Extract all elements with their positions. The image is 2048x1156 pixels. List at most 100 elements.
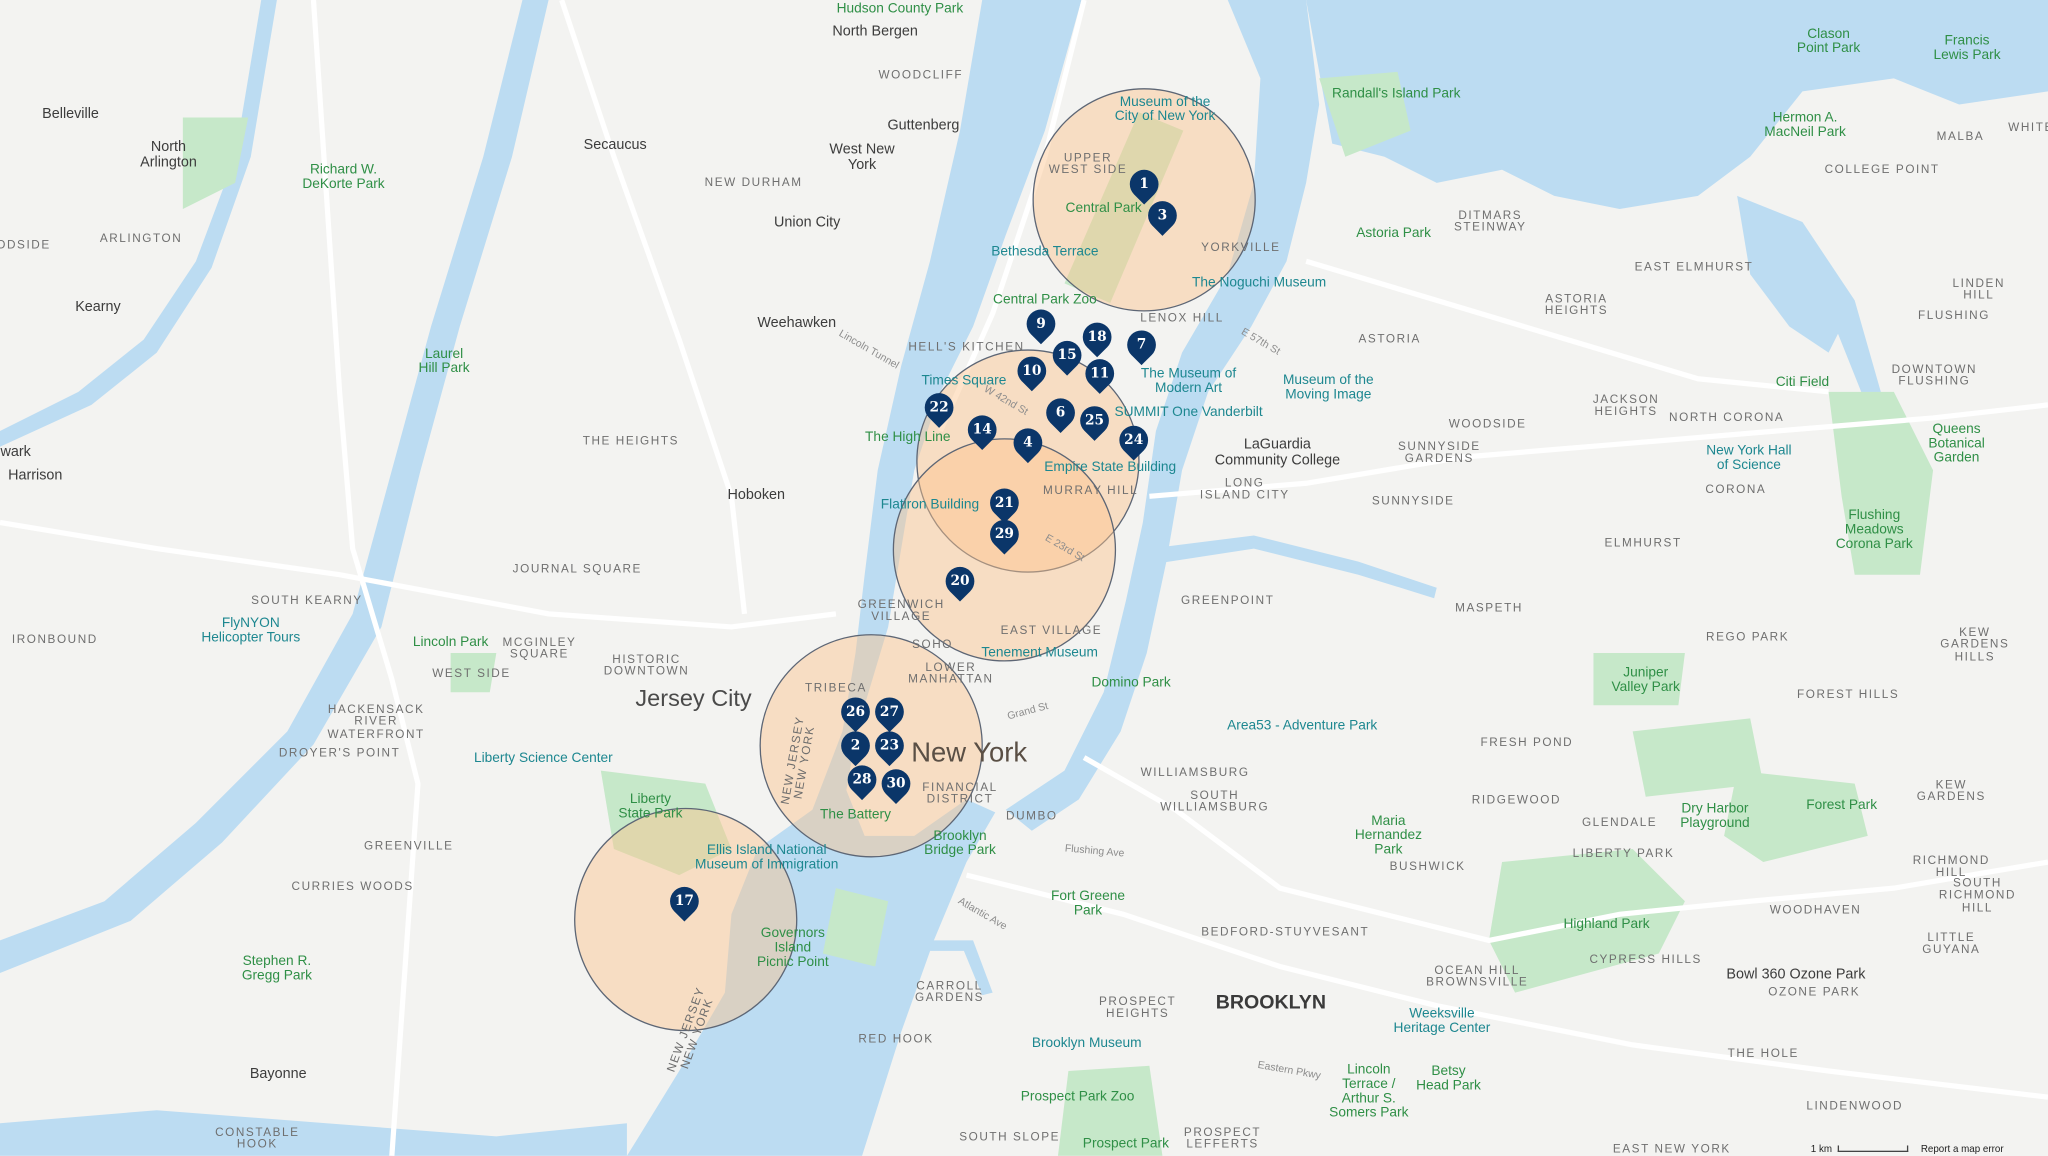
map-marker[interactable]: 11 <box>1079 353 1121 394</box>
map-label-poi[interactable]: Museum of the City of New York <box>1114 94 1216 125</box>
map-marker[interactable]: 22 <box>918 387 960 428</box>
map-label-park[interactable]: Betsy Head Park <box>1416 1063 1481 1094</box>
map-label-park[interactable]: Stephen R. Gregg Park <box>241 953 312 984</box>
map-label-nbh: GLENDALE <box>1581 815 1658 829</box>
prospect-park-area <box>1057 1065 1163 1156</box>
map-label-poi[interactable]: Times Square <box>921 372 1007 389</box>
map-label-park[interactable]: Domino Park <box>1091 674 1171 691</box>
map-marker[interactable]: 14 <box>961 409 1003 451</box>
map-label-poi[interactable]: Weeksville Heritage Center <box>1393 1005 1491 1036</box>
map-label-nbh: DUMBO <box>1006 808 1058 822</box>
map-marker[interactable]: 26 <box>835 691 876 733</box>
map-label-park[interactable]: Astoria Park <box>1356 225 1431 241</box>
map-marker[interactable]: 9 <box>1020 303 1062 345</box>
map-label-park[interactable]: Lincoln Terrace / Arthur S. Somers Park <box>1329 1061 1409 1121</box>
map-marker[interactable]: 10 <box>1011 350 1053 392</box>
map-label-poi[interactable]: Museum of the Moving Image <box>1282 372 1374 403</box>
map-label-park[interactable]: Citi Field <box>1775 374 1830 390</box>
map-footer: 1 km Report a map error <box>1811 1143 2004 1155</box>
map-label-nbh: MCGINLEY SQUARE <box>502 635 577 661</box>
map-label-park[interactable]: Highland Park <box>1563 916 1650 932</box>
map-label-park[interactable]: Queens Botanical Garden <box>1928 421 1985 466</box>
map-label-park[interactable]: Juniper Valley Park <box>1611 664 1680 695</box>
map-label-city: Union City <box>774 214 841 231</box>
map-marker[interactable]: 18 <box>1076 316 1118 358</box>
map-marker[interactable]: 27 <box>869 691 910 733</box>
map-marker[interactable]: 23 <box>869 725 910 767</box>
map-label-park[interactable]: Central Park Zoo <box>993 291 1097 308</box>
map-marker[interactable]: 20 <box>939 560 981 602</box>
map-label-poi[interactable]: The Noguchi Museum <box>1192 274 1327 291</box>
map-label-park[interactable]: Maria Hernandez Park <box>1354 813 1422 858</box>
map-label-park[interactable]: Forest Park <box>1806 797 1878 814</box>
marker-number: 7 <box>1136 336 1147 353</box>
map-label-poi[interactable]: SUMMIT One Vanderbilt <box>1114 404 1263 420</box>
map-label-poi[interactable]: Brooklyn Museum <box>1031 1035 1142 1051</box>
map-marker[interactable]: 28 <box>841 759 883 801</box>
map-marker[interactable]: 2 <box>835 725 876 767</box>
map-label-nbh: CYPRESS HILLS <box>1589 952 1702 966</box>
map-marker[interactable]: 24 <box>1113 419 1155 461</box>
map-label-poi[interactable]: Tenement Museum <box>981 644 1098 661</box>
map-label-nbh: ELMHURST <box>1604 535 1682 549</box>
map-label-park[interactable]: Flushing Meadows Corona Park <box>1835 507 1913 552</box>
map-marker[interactable]: 21 <box>984 482 1025 524</box>
map-marker[interactable]: 17 <box>664 880 705 922</box>
report-map-error-link[interactable]: Report a map error <box>1920 1142 2004 1155</box>
map-label-nbh: NEW DURHAM <box>704 175 803 189</box>
map-label-park[interactable]: Governors Island Picnic Point <box>756 925 829 970</box>
map-label-park[interactable]: Richard W. DeKorte Park <box>302 161 385 192</box>
map-label-nbh: WOODSIDE <box>1448 417 1527 431</box>
map-label-poi[interactable]: The Museum of Modern Art <box>1140 365 1237 396</box>
map-label-nbh: IRONBOUND <box>11 632 98 646</box>
map-label-park[interactable]: Lincoln Park <box>412 634 489 650</box>
map-marker[interactable]: 1 <box>1123 163 1165 205</box>
map-label-poi[interactable]: Bethesda Terrace <box>991 243 1099 260</box>
map-label-poi[interactable]: New York Hall of Science <box>1706 442 1792 473</box>
map-label-nbh: UPPER WEST SIDE <box>1048 150 1128 177</box>
map-label-park[interactable]: Laurel Hill Park <box>418 346 470 377</box>
map-label-park[interactable]: Central Park <box>1065 200 1142 217</box>
map-marker[interactable]: 3 <box>1142 195 1183 236</box>
map-label-poi[interactable]: Flatiron Building <box>880 496 980 513</box>
map-label-city: North Arlington <box>140 139 197 170</box>
map-marker[interactable]: 25 <box>1074 400 1115 441</box>
map-label-park[interactable]: Hermon A. MacNeil Park <box>1764 109 1846 140</box>
map-marker[interactable]: 4 <box>1007 422 1049 464</box>
map-label-park[interactable]: Brooklyn Bridge Park <box>924 828 996 859</box>
map-label-park[interactable]: Fort Greene Park <box>1051 888 1125 919</box>
map-label-nbh: WOODHAVEN <box>1769 902 1862 916</box>
map-label-city: Kearny <box>75 299 121 316</box>
map-marker[interactable]: 29 <box>984 513 1025 555</box>
map-label-nbh: LITTLE GUYANA <box>1922 930 1981 957</box>
randalls-island-area <box>1319 71 1411 157</box>
marker-number: 28 <box>852 771 872 788</box>
map-marker[interactable]: 30 <box>875 763 917 804</box>
map-label-park[interactable]: Hudson County Park <box>836 0 964 17</box>
map-marker[interactable]: 7 <box>1121 324 1162 366</box>
map-label-nbh: WEST SIDE <box>432 666 511 680</box>
map-label-poi[interactable]: Ellis Island National Museum of Immigrat… <box>695 842 839 873</box>
map-label-nbh: DROYER'S POINT <box>278 746 401 760</box>
map-label-park[interactable]: The High Line <box>865 429 951 445</box>
map-label-park[interactable]: Prospect Park <box>1082 1135 1169 1152</box>
map-label-park[interactable]: Clason Point Park <box>1796 26 1861 57</box>
map-label-park[interactable]: The Battery <box>820 806 891 823</box>
map-marker[interactable]: 15 <box>1046 334 1088 376</box>
marker-number: 26 <box>845 703 866 720</box>
map-label-poi[interactable]: FlyNYON Helicopter Tours <box>201 615 301 646</box>
map-label-nbh: FLUSHING <box>1917 308 1990 322</box>
map-label-poi[interactable]: Liberty Science Center <box>473 750 613 767</box>
map-label-park[interactable]: Francis Lewis Park <box>1933 32 2001 63</box>
map-label-poi[interactable]: Area53 - Adventure Park <box>1227 717 1378 734</box>
map-label-poi[interactable]: Empire State Building <box>1044 459 1177 475</box>
map-label-park[interactable]: Dry Harbor Playground <box>1680 800 1750 831</box>
map-marker[interactable]: 6 <box>1040 392 1081 434</box>
map-label-nbh: HELL'S KITCHEN <box>908 339 1025 354</box>
map-label-park[interactable]: Prospect Park Zoo <box>1020 1088 1135 1105</box>
map-label-nbh: THE HOLE <box>1727 1046 1799 1060</box>
map-label-park[interactable]: Liberty State Park <box>618 791 683 822</box>
map-label-nbh: SUNNYSIDE GARDENS <box>1397 439 1481 465</box>
map-label-park[interactable]: Randall's Island Park <box>1332 85 1461 102</box>
